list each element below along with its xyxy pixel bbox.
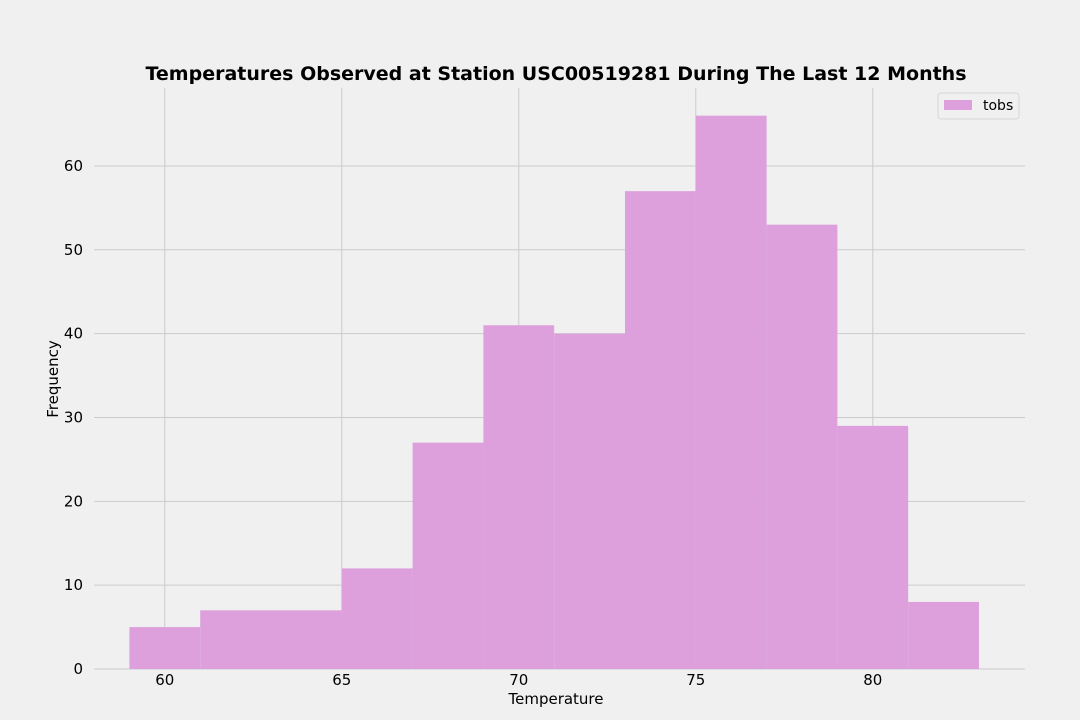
y-tick-label-1: 10 [64, 576, 83, 594]
histogram-bar-11 [908, 601, 979, 669]
legend: tobs [937, 92, 1020, 120]
histogram-bar-7 [624, 191, 696, 669]
y-tick-label-4: 40 [64, 325, 83, 343]
x-axis-label: Temperature [507, 690, 603, 708]
y-tick-label-6: 60 [64, 157, 83, 175]
histogram-bar-4 [412, 442, 484, 669]
x-tick-label-4: 80 [863, 671, 882, 689]
histogram-bars [129, 115, 979, 670]
y-tick-label-3: 30 [64, 408, 83, 426]
legend-box [937, 92, 1020, 120]
legend-swatch [944, 100, 972, 110]
y-tick-label-2: 20 [64, 492, 83, 510]
y-axis-label: Frequency [44, 340, 62, 418]
x-tick-label-3: 75 [686, 671, 705, 689]
histogram-bar-5 [483, 325, 555, 669]
y-tick-label-5: 50 [64, 241, 83, 259]
y-tick-label-0: 0 [73, 660, 83, 678]
histogram-bar-3 [341, 568, 413, 669]
legend-label: tobs [983, 98, 1013, 114]
histogram-bar-8 [695, 115, 767, 669]
x-tick-label-2: 70 [509, 671, 528, 689]
histogram-bar-6 [554, 333, 625, 669]
histogram-bar-1 [200, 610, 271, 669]
x-tick-label-1: 65 [332, 671, 351, 689]
histogram-bar-0 [129, 627, 201, 669]
histogram-bar-9 [766, 224, 838, 670]
histogram-bar-2 [270, 610, 342, 669]
chart-title: Temperatures Observed at Station USC0051… [145, 63, 966, 85]
histogram-bar-10 [837, 425, 909, 669]
tick-labels: 60 65 70 75 80 0 10 20 30 40 50 60 [64, 157, 882, 689]
x-tick-label-0: 60 [155, 671, 174, 689]
